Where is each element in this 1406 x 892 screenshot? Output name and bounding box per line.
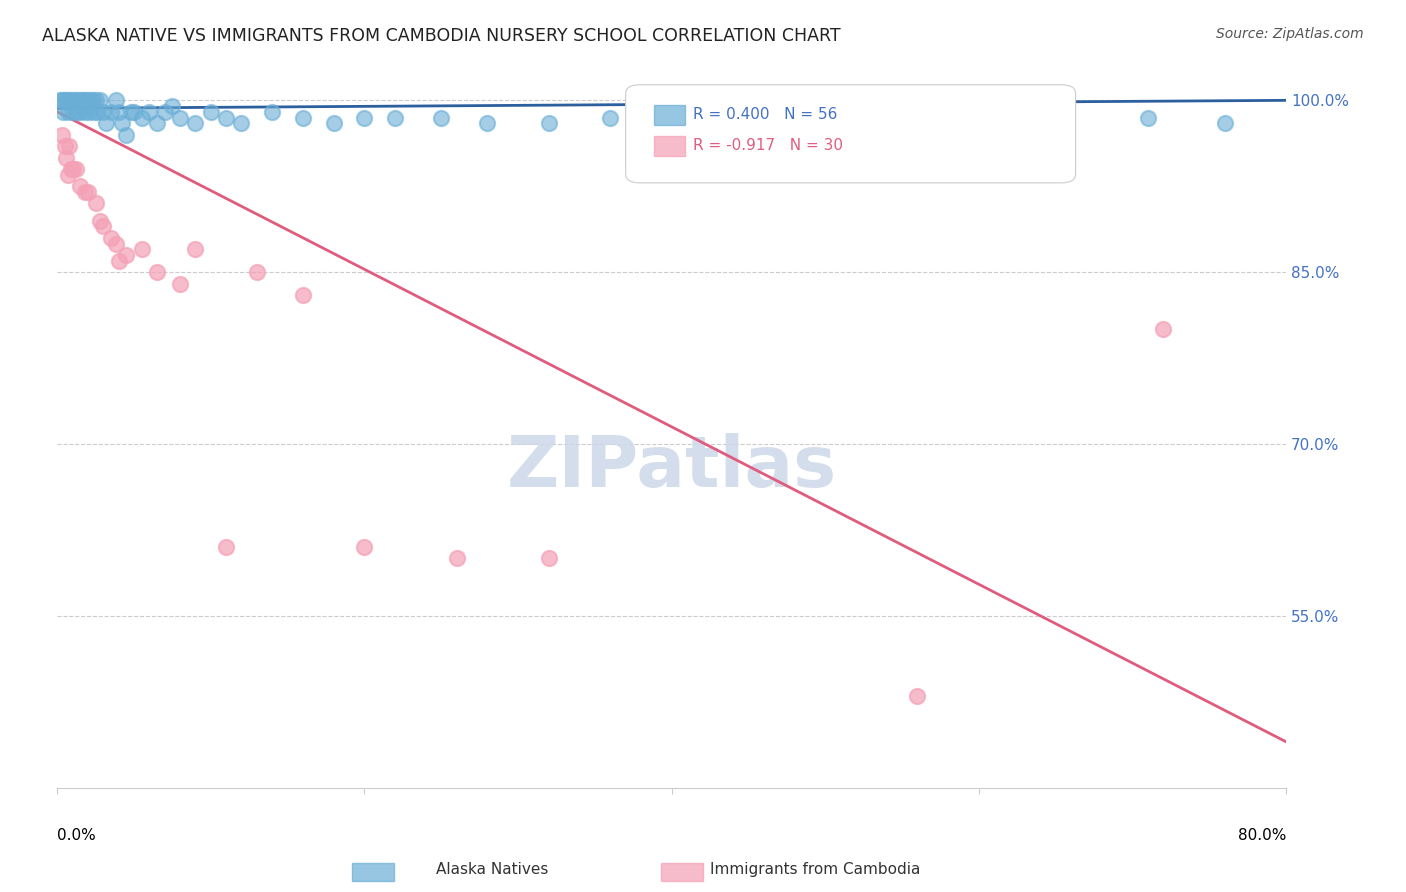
Point	[1136, 111, 1159, 125]
Text: ALASKA NATIVE VS IMMIGRANTS FROM CAMBODIA NURSERY SCHOOL CORRELATION CHART: ALASKA NATIVE VS IMMIGRANTS FROM CAMBODI…	[42, 27, 841, 45]
Point	[200, 104, 222, 119]
Point	[60, 162, 83, 177]
Point	[384, 111, 406, 125]
Point	[51, 93, 73, 107]
Point	[65, 162, 87, 177]
Text: R = 0.400   N = 56: R = 0.400 N = 56	[693, 107, 838, 121]
Point	[56, 104, 79, 119]
Point	[53, 93, 76, 107]
Point	[262, 104, 284, 119]
Point	[353, 111, 375, 125]
Point	[146, 265, 169, 279]
Point	[84, 196, 107, 211]
Point	[1213, 116, 1236, 130]
Point	[83, 104, 105, 119]
Point	[100, 231, 122, 245]
Point	[55, 93, 77, 107]
Point	[131, 111, 153, 125]
Point	[58, 93, 80, 107]
Point	[122, 104, 145, 119]
Point	[73, 185, 96, 199]
Point	[905, 689, 928, 703]
Point	[162, 99, 184, 113]
Point	[184, 116, 207, 130]
Point	[115, 248, 138, 262]
Point	[104, 93, 127, 107]
Point	[91, 219, 114, 234]
Point	[63, 93, 86, 107]
Point	[169, 111, 191, 125]
Point	[599, 111, 621, 125]
Point	[75, 93, 97, 107]
Point	[131, 242, 153, 256]
Point	[146, 116, 169, 130]
Point	[56, 168, 79, 182]
Point	[100, 104, 122, 119]
Point	[322, 116, 344, 130]
Text: ZIPatlas: ZIPatlas	[506, 434, 837, 502]
Point	[138, 104, 160, 119]
Point	[107, 104, 129, 119]
Point	[55, 151, 77, 165]
Text: 0.0%: 0.0%	[58, 828, 96, 843]
Point	[51, 128, 73, 142]
Point	[69, 179, 91, 194]
Point	[446, 551, 468, 566]
Point	[58, 139, 80, 153]
Point	[53, 139, 76, 153]
Text: Immigrants from Cambodia: Immigrants from Cambodia	[710, 863, 921, 877]
Point	[67, 93, 90, 107]
Point	[89, 213, 111, 227]
Point	[66, 104, 89, 119]
Point	[107, 253, 129, 268]
Point	[115, 128, 138, 142]
Point	[77, 185, 100, 199]
Point	[353, 540, 375, 554]
Point	[52, 104, 75, 119]
Point	[91, 104, 114, 119]
Point	[86, 104, 108, 119]
Point	[104, 236, 127, 251]
Point	[72, 93, 94, 107]
Point	[153, 104, 176, 119]
Point	[62, 104, 84, 119]
Point	[215, 540, 238, 554]
Point	[246, 265, 269, 279]
Point	[537, 116, 560, 130]
Point	[96, 116, 118, 130]
Point	[111, 116, 134, 130]
Point	[215, 111, 238, 125]
Text: Alaska Natives: Alaska Natives	[436, 863, 548, 877]
Point	[69, 104, 91, 119]
Point	[82, 93, 104, 107]
Point	[49, 93, 72, 107]
Point	[477, 116, 499, 130]
Point	[70, 93, 93, 107]
Point	[73, 104, 96, 119]
Point	[89, 93, 111, 107]
Point	[231, 116, 253, 130]
Point	[291, 288, 314, 302]
Point	[60, 93, 83, 107]
Point	[62, 162, 84, 177]
Point	[65, 93, 87, 107]
Text: R = -0.917   N = 30: R = -0.917 N = 30	[693, 138, 844, 153]
Point	[184, 242, 207, 256]
Point	[1152, 322, 1174, 336]
Point	[120, 104, 142, 119]
Point	[84, 93, 107, 107]
Point	[537, 551, 560, 566]
Point	[77, 93, 100, 107]
Point	[80, 93, 103, 107]
Point	[430, 111, 453, 125]
Text: 80.0%: 80.0%	[1237, 828, 1286, 843]
Point	[291, 111, 314, 125]
Point	[79, 104, 101, 119]
Point	[169, 277, 191, 291]
Text: Source: ZipAtlas.com: Source: ZipAtlas.com	[1216, 27, 1364, 41]
